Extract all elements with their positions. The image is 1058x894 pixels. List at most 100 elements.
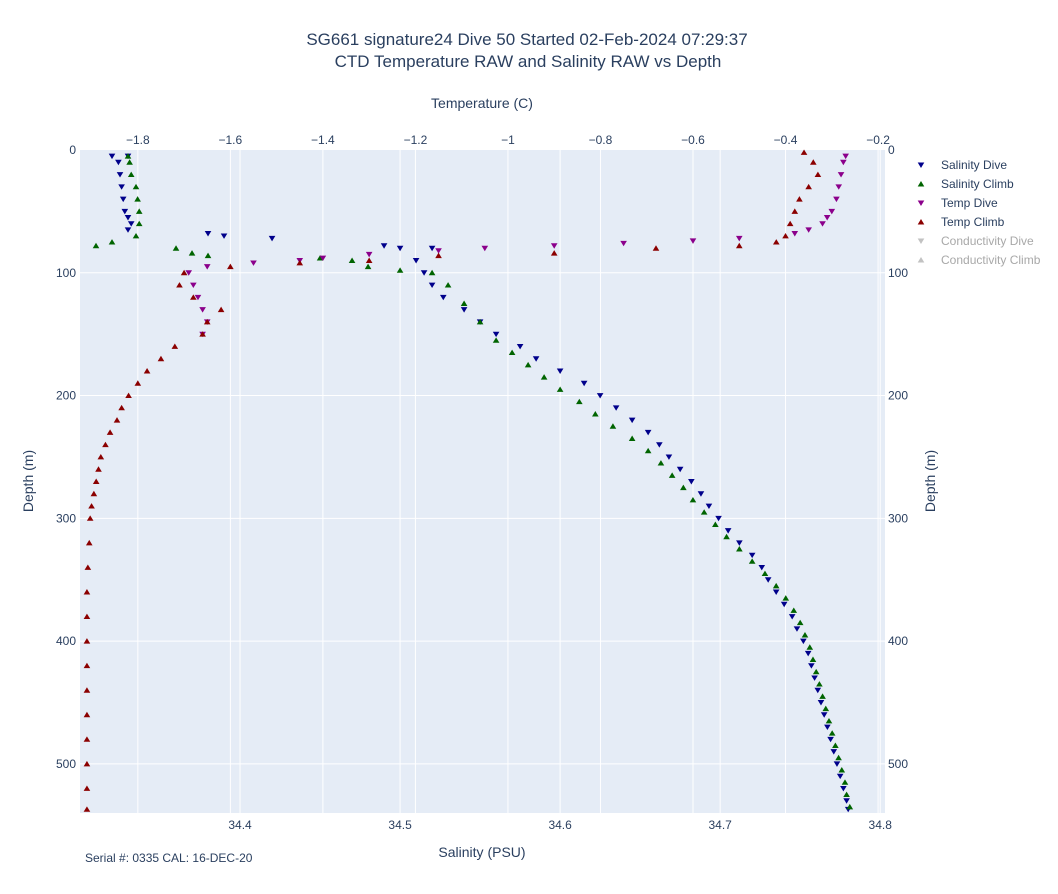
salinity-climb-point [124, 153, 132, 159]
salinity-climb-point [609, 423, 617, 429]
salinity-dive-point [556, 368, 564, 374]
salinity-dive-point [804, 650, 812, 657]
gridlines [80, 150, 885, 813]
temp-dive-point [828, 208, 836, 215]
salinity-dive-point [492, 331, 500, 338]
depth-tick-label-left: 400 [56, 634, 76, 648]
depth-tick-label-right: 500 [888, 757, 908, 771]
salinity-climb-point [172, 245, 180, 251]
salinity-climb-point [772, 582, 780, 589]
salinity-climb-point [127, 171, 135, 178]
salinity-dive-point [532, 356, 540, 362]
temp-climb-point [83, 785, 91, 791]
temp-dive-point [203, 264, 211, 270]
salinity-climb-point [460, 300, 468, 306]
salinity-climb-point [801, 632, 809, 638]
temp-climb-point [83, 736, 91, 742]
temp-climb-point [365, 257, 373, 263]
salinity-climb-point [835, 754, 842, 761]
temp-climb-point [134, 380, 142, 386]
temp-climb-point [772, 239, 780, 245]
salinity-climb-point [838, 767, 846, 773]
salinity-dive-point [220, 233, 228, 239]
salinity-climb-point [188, 250, 196, 256]
salinity-dive-point [428, 282, 436, 289]
temp-dive-point [550, 243, 558, 249]
temperature-tick-label: −1.2 [404, 133, 428, 147]
salinity-dive-point [772, 589, 780, 595]
temp-climb-point [83, 589, 91, 595]
salinity-climb-point [132, 183, 140, 190]
salinity-dive-point [612, 405, 620, 411]
salinity-dive-point [420, 270, 428, 276]
temp-climb-point [786, 220, 794, 227]
salinity-climb-point [644, 447, 652, 454]
legend: Salinity Dive Salinity Climb Temp Dive Temp… [917, 158, 1041, 267]
salinity-dive-point [628, 417, 636, 424]
salinity-tick-label: 34.5 [388, 818, 412, 832]
temp-climb-point [652, 245, 660, 251]
depth-tick-label-right: 100 [888, 266, 908, 280]
temp-climb-point [83, 806, 91, 812]
temp-climb-point [203, 318, 211, 325]
temp-climb-point [95, 466, 102, 472]
temp-climb-point [814, 171, 822, 178]
legend-temp-climb-marker [917, 219, 925, 225]
salinity-dive-point [793, 626, 801, 632]
salinity-tick-label: 34.4 [228, 818, 252, 832]
salinity-dive-point [596, 393, 604, 399]
salinity-dive-point [268, 235, 276, 242]
salinity-climb-point [816, 681, 823, 687]
legend-temp-dive-label: Temp Dive [941, 196, 998, 210]
temperature-tick-label: −0.8 [589, 133, 613, 147]
temp-climb-point [800, 149, 808, 155]
temp-climb-point [791, 208, 799, 214]
temp-dive-point [199, 307, 206, 313]
temp-climb-point [171, 343, 179, 349]
salinity-climb-point [748, 558, 756, 564]
salinity-dive-point [836, 773, 844, 780]
temperature-tick-label: −1 [501, 133, 515, 147]
temp-climb-point [85, 539, 93, 546]
salinity-climb-point [524, 361, 532, 368]
tick-labels: −1.8 −1.6 −1.4 −1.2 −1 −0.8 −0.6 −0.4 −0.2 34.4 34… [56, 133, 908, 832]
salinity-dive-point [758, 564, 766, 571]
temp-climb-point [83, 613, 91, 620]
depth-tick-label-left: 100 [56, 266, 76, 280]
temp-dive-point [791, 231, 799, 237]
salinity-dive-point [697, 491, 705, 497]
salinity-climb-point [846, 803, 854, 810]
temp-dive-point [620, 240, 627, 247]
temperature-tick-label: −1.8 [126, 133, 150, 147]
depth-tick-label-right: 200 [888, 389, 908, 403]
temp-climb-point [217, 306, 225, 313]
salinity-tick-label: 34.7 [708, 818, 732, 832]
salinity-tick-label: 34.8 [869, 818, 893, 832]
salinity-climb-point [761, 570, 769, 577]
temp-climb-point [84, 564, 92, 570]
salinity-dive-point [124, 215, 132, 221]
salinity-dive-point [124, 227, 132, 233]
salinity-climb-point [700, 509, 708, 515]
salinity-climb-point [843, 791, 850, 798]
legend-temp-dive-marker [917, 200, 925, 206]
salinity-dive-point [115, 159, 122, 166]
salinity-climb-point [723, 533, 730, 540]
salinity-climb-point [396, 267, 404, 273]
salinity-dive-point [644, 429, 652, 436]
salinity-climb-point [364, 263, 372, 270]
salinity-dive-point [380, 243, 388, 249]
temp-dive-point [481, 245, 489, 252]
legend-conductivity-dive-marker [917, 238, 925, 244]
salinity-dive-point [843, 798, 850, 804]
temp-climb-point [83, 711, 91, 718]
salinity-dive-point [676, 466, 684, 473]
salinity-climb-point [790, 607, 798, 613]
salinity-dive-point [116, 172, 124, 178]
salinity-climb-point [108, 239, 116, 245]
salinity-climb-point [736, 546, 743, 552]
temp-climb-point [143, 368, 151, 374]
salinity-dive-point [788, 614, 796, 620]
temp-climb-point [735, 242, 743, 249]
salinity-dive-point [127, 221, 135, 227]
